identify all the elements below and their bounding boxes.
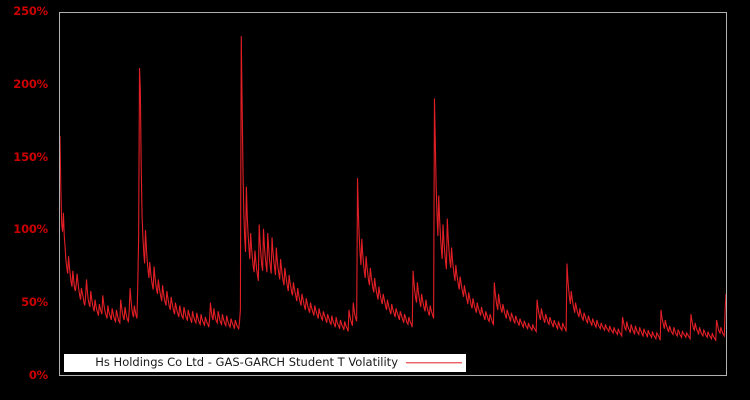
y-axis-tick-labels: 0% 50% 100% 150% 200% 250% [0,0,54,400]
y-tick-label-100: 100% [13,222,48,237]
y-tick-label-150: 150% [13,149,48,164]
y-tick-label-250: 250% [13,4,48,18]
legend-line-sample [406,357,462,369]
plot-area [59,12,727,376]
y-tick-label-200: 200% [13,76,48,91]
series-line [60,36,726,343]
legend-label: Hs Holdings Co Ltd - GAS-GARCH Student T… [95,355,398,370]
y-tick-label-50: 50% [21,295,48,310]
volatility-series [60,36,726,343]
legend: Hs Holdings Co Ltd - GAS-GARCH Student T… [64,354,466,372]
y-tick-label-0: 0% [28,368,48,382]
